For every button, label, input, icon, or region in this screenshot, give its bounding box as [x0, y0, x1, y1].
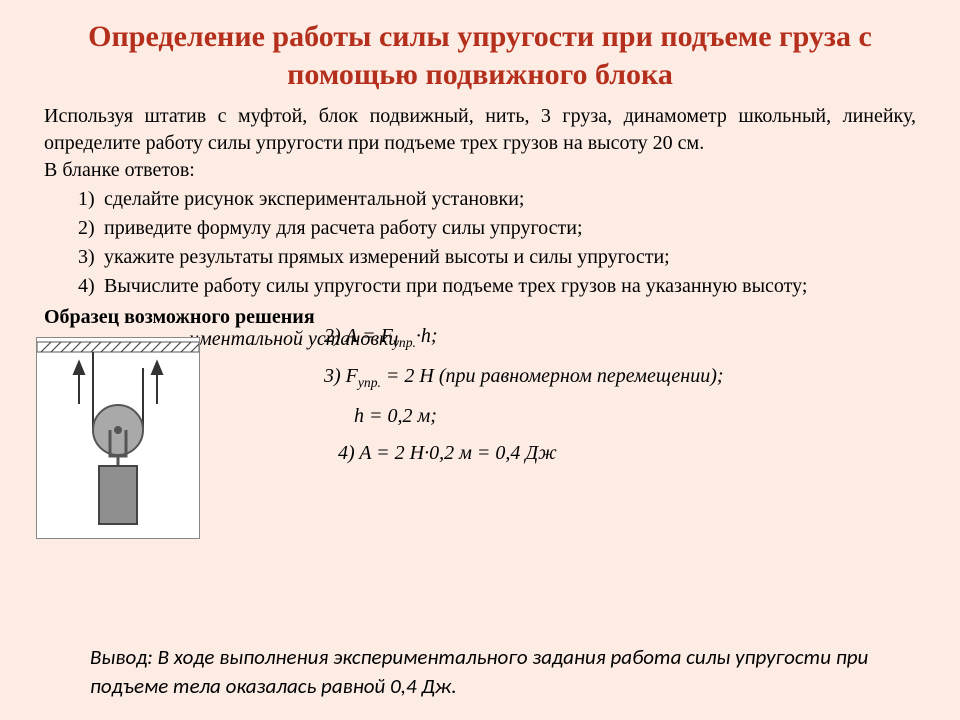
- list-num: 2): [78, 215, 104, 242]
- conclusion-text: Вывод: В ходе выполнения экспериментальн…: [90, 643, 896, 700]
- formula-line-4: 4) A = 2 H·0,2 м = 0,4 Дж: [324, 442, 724, 465]
- solution-area: иментальной установки: [44, 331, 916, 561]
- task-list: 1)сделайте рисунок экспериментальной уст…: [0, 186, 960, 300]
- list-text: приведите формулу для расчета работу сил…: [104, 217, 583, 239]
- formula-text: 3) F: [324, 365, 358, 387]
- list-text: Вычислите работу силы упругости при подъ…: [104, 275, 807, 297]
- formula-text: = 2 H (при равномерном перемещении);: [381, 365, 724, 387]
- intro-paragraph: Используя штатив с муфтой, блок подвижны…: [0, 103, 960, 157]
- formula-text: ·h;: [416, 325, 438, 347]
- page-title: Определение работы силы упругости при по…: [0, 0, 960, 103]
- formula-line-3a: 3) Fупр. = 2 H (при равномерном перемеще…: [324, 365, 724, 391]
- formula-text: 2) A = F: [324, 325, 393, 347]
- formula-sub: упр.: [393, 335, 416, 350]
- pulley-rig-icon: [37, 338, 199, 538]
- list-item: 1)сделайте рисунок экспериментальной уст…: [78, 186, 916, 213]
- list-text: укажите результаты прямых измерений высо…: [104, 246, 670, 268]
- list-item: 4)Вычислите работу силы упругости при по…: [78, 273, 916, 300]
- formula-block: 2) A = Fупр.·h; 3) Fупр. = 2 H (при равн…: [324, 325, 724, 479]
- list-item: 3)укажите результаты прямых измерений вы…: [78, 244, 916, 271]
- formula-sub: упр.: [358, 375, 381, 390]
- answers-label: В бланке ответов:: [0, 157, 960, 184]
- list-num: 3): [78, 244, 104, 271]
- list-text: сделайте рисунок экспериментальной устан…: [104, 188, 524, 210]
- experiment-diagram: [36, 337, 200, 539]
- list-num: 4): [78, 273, 104, 300]
- formula-line-2: 2) A = Fупр.·h;: [324, 325, 724, 351]
- list-num: 1): [78, 186, 104, 213]
- formula-line-3b: h = 0,2 м;: [324, 405, 724, 428]
- list-item: 2)приведите формулу для расчета работу с…: [78, 215, 916, 242]
